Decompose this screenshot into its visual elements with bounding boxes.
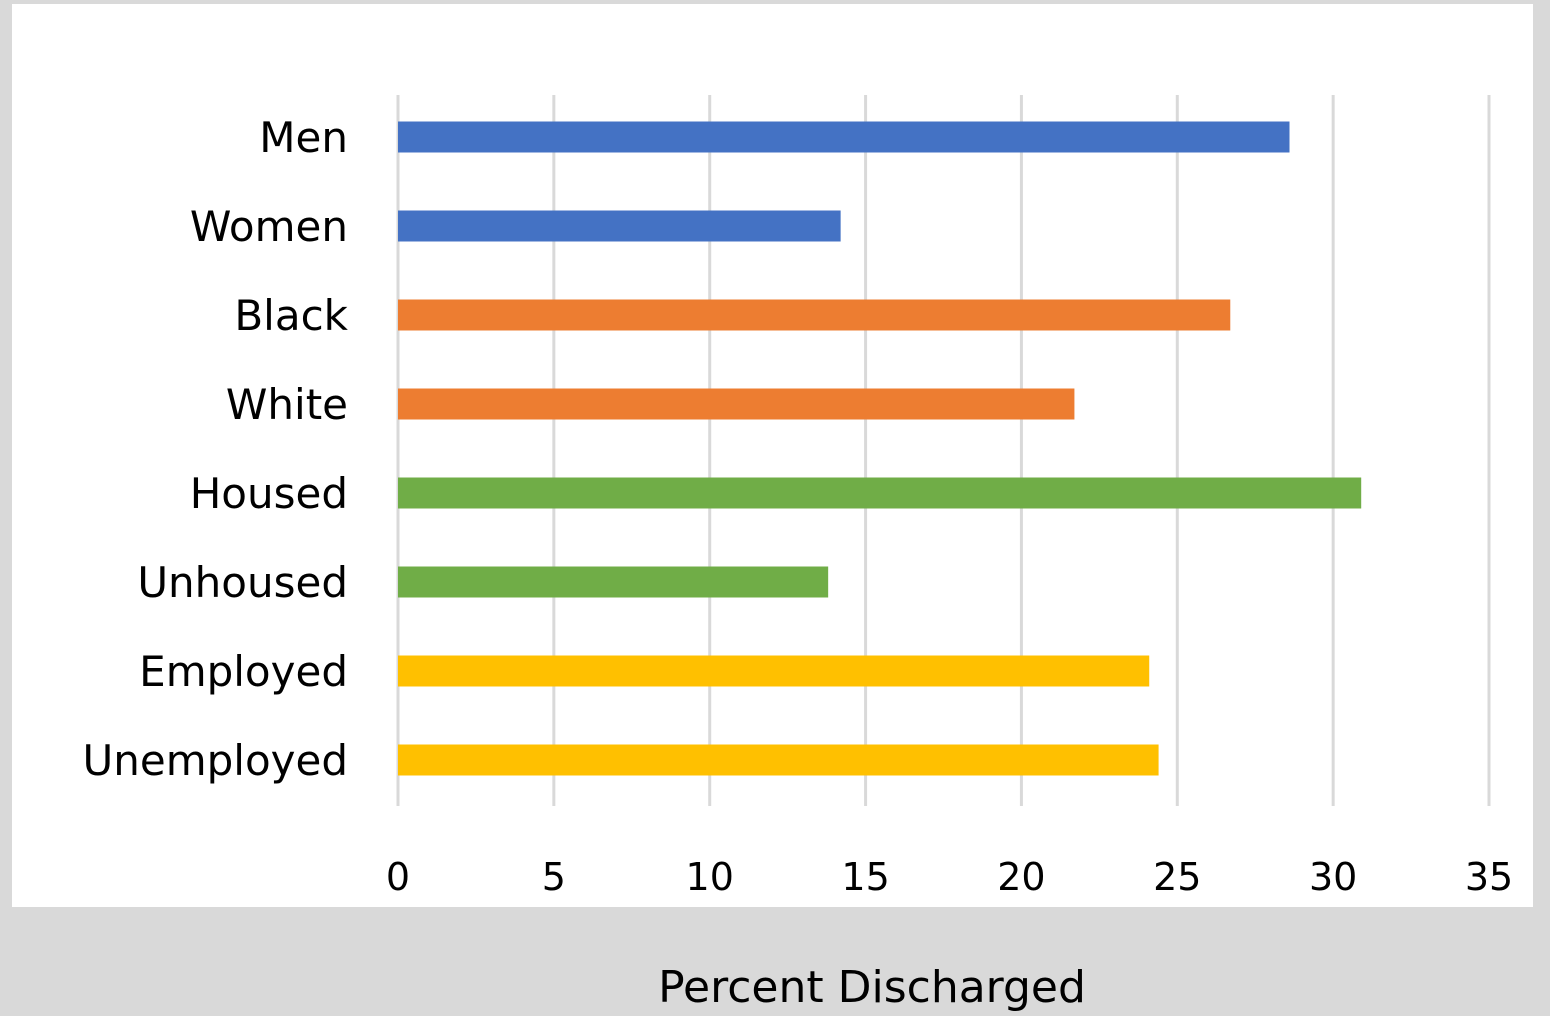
category-label: Housed: [190, 469, 348, 518]
category-label: Unhoused: [137, 558, 348, 607]
x-axis-title: Percent Discharged: [658, 962, 1086, 1013]
bar-women: [398, 210, 841, 242]
bar-unhoused: [398, 566, 829, 598]
bar-employed: [398, 655, 1150, 687]
category-label: Unemployed: [83, 736, 349, 785]
bar-unemployed: [398, 744, 1159, 776]
x-tick-label: 10: [686, 855, 734, 899]
bar-housed: [398, 477, 1362, 509]
category-labels: Men Women Black White Housed Unhoused Employed…: [83, 113, 349, 785]
x-tick-label: 35: [1465, 855, 1513, 899]
x-tick-label: 0: [386, 855, 410, 899]
x-tick-label: 20: [997, 855, 1045, 899]
x-tick-label: 15: [841, 855, 889, 899]
category-label: Women: [190, 202, 348, 251]
category-label: Black: [234, 291, 348, 340]
bar-men: [398, 121, 1290, 153]
x-tick-label: 30: [1309, 855, 1357, 899]
gridlines: [396, 95, 1491, 806]
x-tick-label: 5: [542, 855, 566, 899]
category-label: Employed: [139, 647, 348, 696]
x-tick-labels: 0 5 10 15 20 25 30 35: [386, 855, 1513, 899]
bar-black: [398, 299, 1231, 331]
bar-white: [398, 388, 1075, 420]
category-label: White: [226, 380, 348, 429]
bars: [398, 121, 1362, 776]
x-tick-label: 25: [1153, 855, 1201, 899]
category-label: Men: [259, 113, 348, 162]
